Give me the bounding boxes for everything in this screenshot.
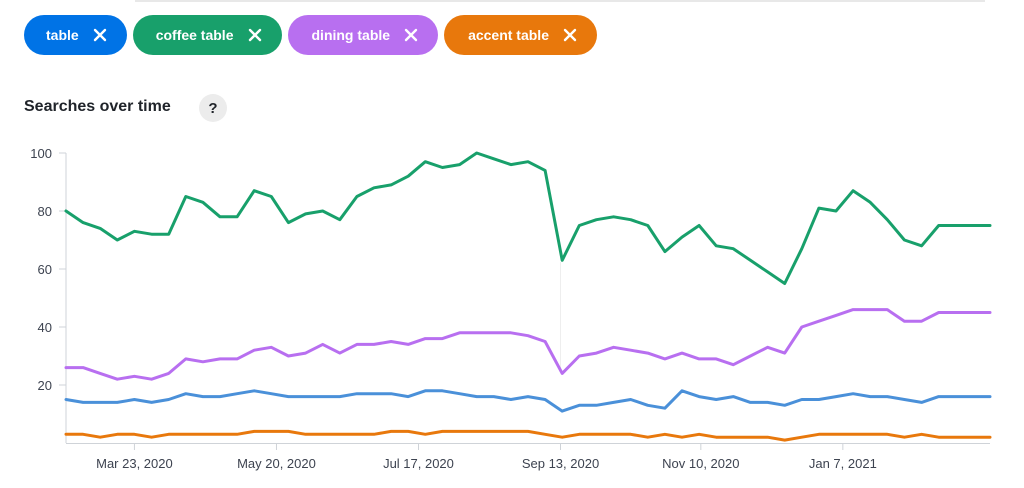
filter-chip-bar: table coffee table dining table accent t… bbox=[24, 15, 603, 55]
filter-chip-accent-table[interactable]: accent table bbox=[444, 15, 597, 55]
close-icon[interactable] bbox=[404, 28, 418, 42]
x-tick-label: Jul 17, 2020 bbox=[383, 456, 454, 471]
close-icon[interactable] bbox=[563, 28, 577, 42]
x-tick-label: Mar 23, 2020 bbox=[96, 456, 173, 471]
question-icon[interactable]: ? bbox=[199, 94, 227, 122]
x-tick-label: Jan 7, 2021 bbox=[809, 456, 877, 471]
section-title: Searches over time bbox=[24, 98, 171, 115]
y-tick-label: 80 bbox=[38, 204, 52, 219]
x-tick-label: Sep 13, 2020 bbox=[522, 456, 599, 471]
top-divider bbox=[135, 0, 985, 2]
filter-chip-label: coffee table bbox=[155, 27, 234, 43]
filter-chip-label: accent table bbox=[468, 27, 549, 43]
series-line-table bbox=[64, 389, 992, 413]
x-tick-label: May 20, 2020 bbox=[237, 456, 316, 471]
y-tick-label: 100 bbox=[30, 146, 52, 161]
filter-chip-coffee-table[interactable]: coffee table bbox=[132, 15, 282, 55]
series-line-accent-table bbox=[64, 429, 992, 442]
y-tick-label: 60 bbox=[38, 262, 52, 277]
filter-chip-label: dining table bbox=[311, 27, 391, 43]
filter-chip-label: table bbox=[46, 27, 79, 43]
y-tick-label: 40 bbox=[38, 320, 52, 335]
close-icon[interactable] bbox=[93, 28, 107, 42]
x-tick-label: Nov 10, 2020 bbox=[662, 456, 739, 471]
series-line-dining-table bbox=[64, 308, 992, 381]
filter-chip-dining-table[interactable]: dining table bbox=[287, 15, 439, 55]
series-line-coffee-table bbox=[64, 151, 992, 285]
filter-chip-table[interactable]: table bbox=[24, 15, 127, 55]
close-icon[interactable] bbox=[248, 28, 262, 42]
y-tick-label: 20 bbox=[38, 378, 52, 393]
